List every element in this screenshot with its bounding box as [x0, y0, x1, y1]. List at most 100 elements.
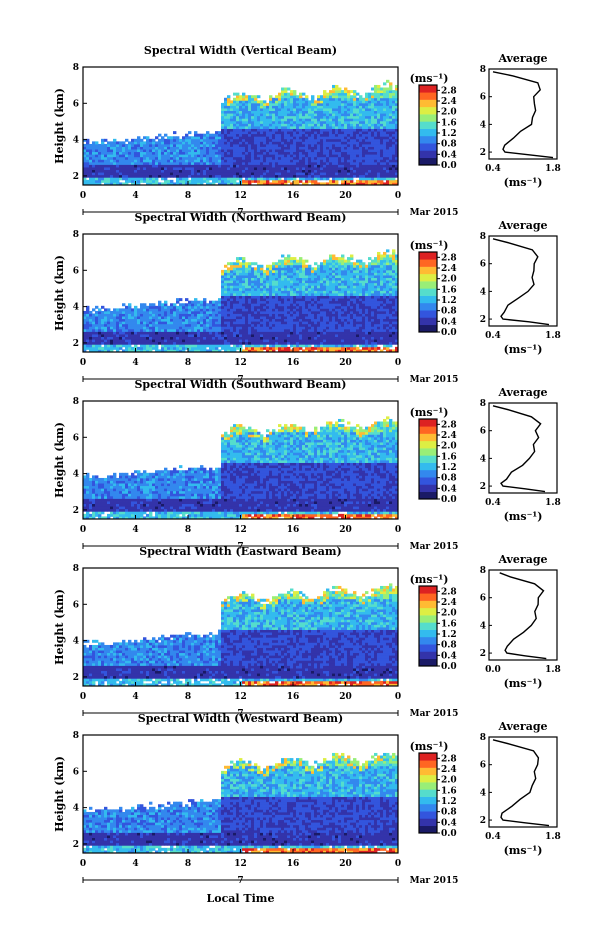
heatmap-cell — [260, 175, 263, 178]
heatmap-cell — [269, 170, 272, 173]
heatmap-cell — [164, 152, 167, 155]
heatmap-cell — [308, 139, 311, 142]
heatmap-cell — [257, 180, 260, 183]
heatmap-cell — [275, 134, 278, 137]
heatmap-cell — [305, 108, 308, 111]
heatmap-cell — [203, 172, 206, 175]
heatmap-cell — [221, 144, 224, 147]
heatmap-cell — [248, 123, 251, 126]
heatmap-cell — [293, 180, 296, 183]
heatmap-cell — [131, 154, 134, 157]
heatmap-cell — [236, 154, 239, 157]
heatmap-cell — [110, 167, 113, 170]
heatmap-cell — [293, 147, 296, 150]
heatmap-cell — [128, 180, 131, 183]
heatmap-cell — [299, 126, 302, 129]
heatmap-cell — [185, 175, 188, 178]
heatmap-cell — [302, 105, 305, 108]
heatmap-cell — [290, 167, 293, 170]
heatmap-cell — [215, 147, 218, 150]
heatmap-cell — [125, 162, 128, 165]
heatmap-cell — [290, 108, 293, 111]
heatmap-cell — [173, 175, 176, 178]
heatmap-cell — [113, 164, 116, 167]
heatmap-cell — [215, 164, 218, 167]
heatmap-cell — [179, 172, 182, 175]
heatmap-cell — [200, 180, 203, 183]
heatmap-cell — [146, 177, 149, 180]
heatmap-cell — [242, 121, 245, 124]
heatmap-cell — [302, 152, 305, 155]
heatmap-cell — [86, 172, 89, 175]
heatmap-cell — [167, 172, 170, 175]
heatmap-cell — [221, 134, 224, 137]
heatmap-cell — [320, 172, 323, 175]
heatmap-cell — [230, 167, 233, 170]
heatmap-cell — [176, 170, 179, 173]
heatmap-cell — [161, 167, 164, 170]
heatmap-cell — [293, 129, 296, 132]
heatmap-cell — [134, 172, 137, 175]
heatmap-cell — [299, 134, 302, 137]
heatmap-cell — [206, 154, 209, 157]
heatmap-cell — [245, 111, 248, 114]
heatmap-cell — [143, 177, 146, 180]
heatmap-cell — [230, 147, 233, 150]
heatmap-cell — [281, 113, 284, 116]
heatmap-cell — [284, 131, 287, 134]
heatmap-cell — [197, 154, 200, 157]
heatmap-cell — [95, 157, 98, 160]
heatmap-cell — [242, 131, 245, 134]
heatmap-cell — [221, 118, 224, 121]
heatmap-cell — [260, 177, 263, 180]
heatmap-cell — [182, 180, 185, 183]
heatmap-cell — [200, 136, 203, 139]
heatmap-cell — [143, 167, 146, 170]
heatmap-cell — [278, 180, 281, 183]
heatmap-cell — [251, 162, 254, 165]
heatmap-cell — [287, 180, 290, 183]
heatmap-cell — [173, 170, 176, 173]
heatmap-cell — [107, 147, 110, 150]
heatmap-cell — [203, 154, 206, 157]
heatmap-cell — [305, 177, 308, 180]
heatmap-cell — [212, 170, 215, 173]
heatmap-cell — [137, 136, 140, 139]
heatmap-cell — [143, 141, 146, 144]
heatmap-cell — [188, 149, 191, 152]
heatmap-cell — [296, 180, 299, 183]
heatmap-cell — [239, 157, 242, 160]
heatmap-cell — [302, 147, 305, 150]
heatmap-cell — [290, 154, 293, 157]
heatmap-cell — [236, 105, 239, 108]
heatmap-cell — [203, 136, 206, 139]
heatmap-cell — [188, 157, 191, 160]
heatmap-cell — [188, 159, 191, 162]
heatmap-cell — [311, 177, 314, 180]
heatmap-cell — [263, 149, 266, 152]
heatmap-cell — [290, 98, 293, 101]
heatmap-cell — [182, 149, 185, 152]
heatmap-cell — [203, 134, 206, 137]
heatmap-cell — [185, 159, 188, 162]
heatmap-cell — [305, 152, 308, 155]
heatmap-cell — [296, 131, 299, 134]
heatmap-cell — [320, 98, 323, 101]
heatmap-cell — [179, 175, 182, 178]
heatmap-cell — [248, 170, 251, 173]
heatmap-cell — [176, 149, 179, 152]
heatmap-cell — [89, 144, 92, 147]
heatmap-cell — [251, 167, 254, 170]
heatmap-cell — [272, 129, 275, 132]
heatmap-cell — [320, 144, 323, 147]
heatmap-cell — [233, 98, 236, 101]
heatmap-cell — [176, 141, 179, 144]
heatmap-cell — [221, 152, 224, 155]
heatmap-cell — [278, 134, 281, 137]
heatmap-cell — [284, 164, 287, 167]
heatmap-cell — [179, 144, 182, 147]
heatmap-cell — [302, 157, 305, 160]
heatmap-cell — [161, 152, 164, 155]
heatmap-cell — [170, 175, 173, 178]
heatmap-cell — [266, 144, 269, 147]
